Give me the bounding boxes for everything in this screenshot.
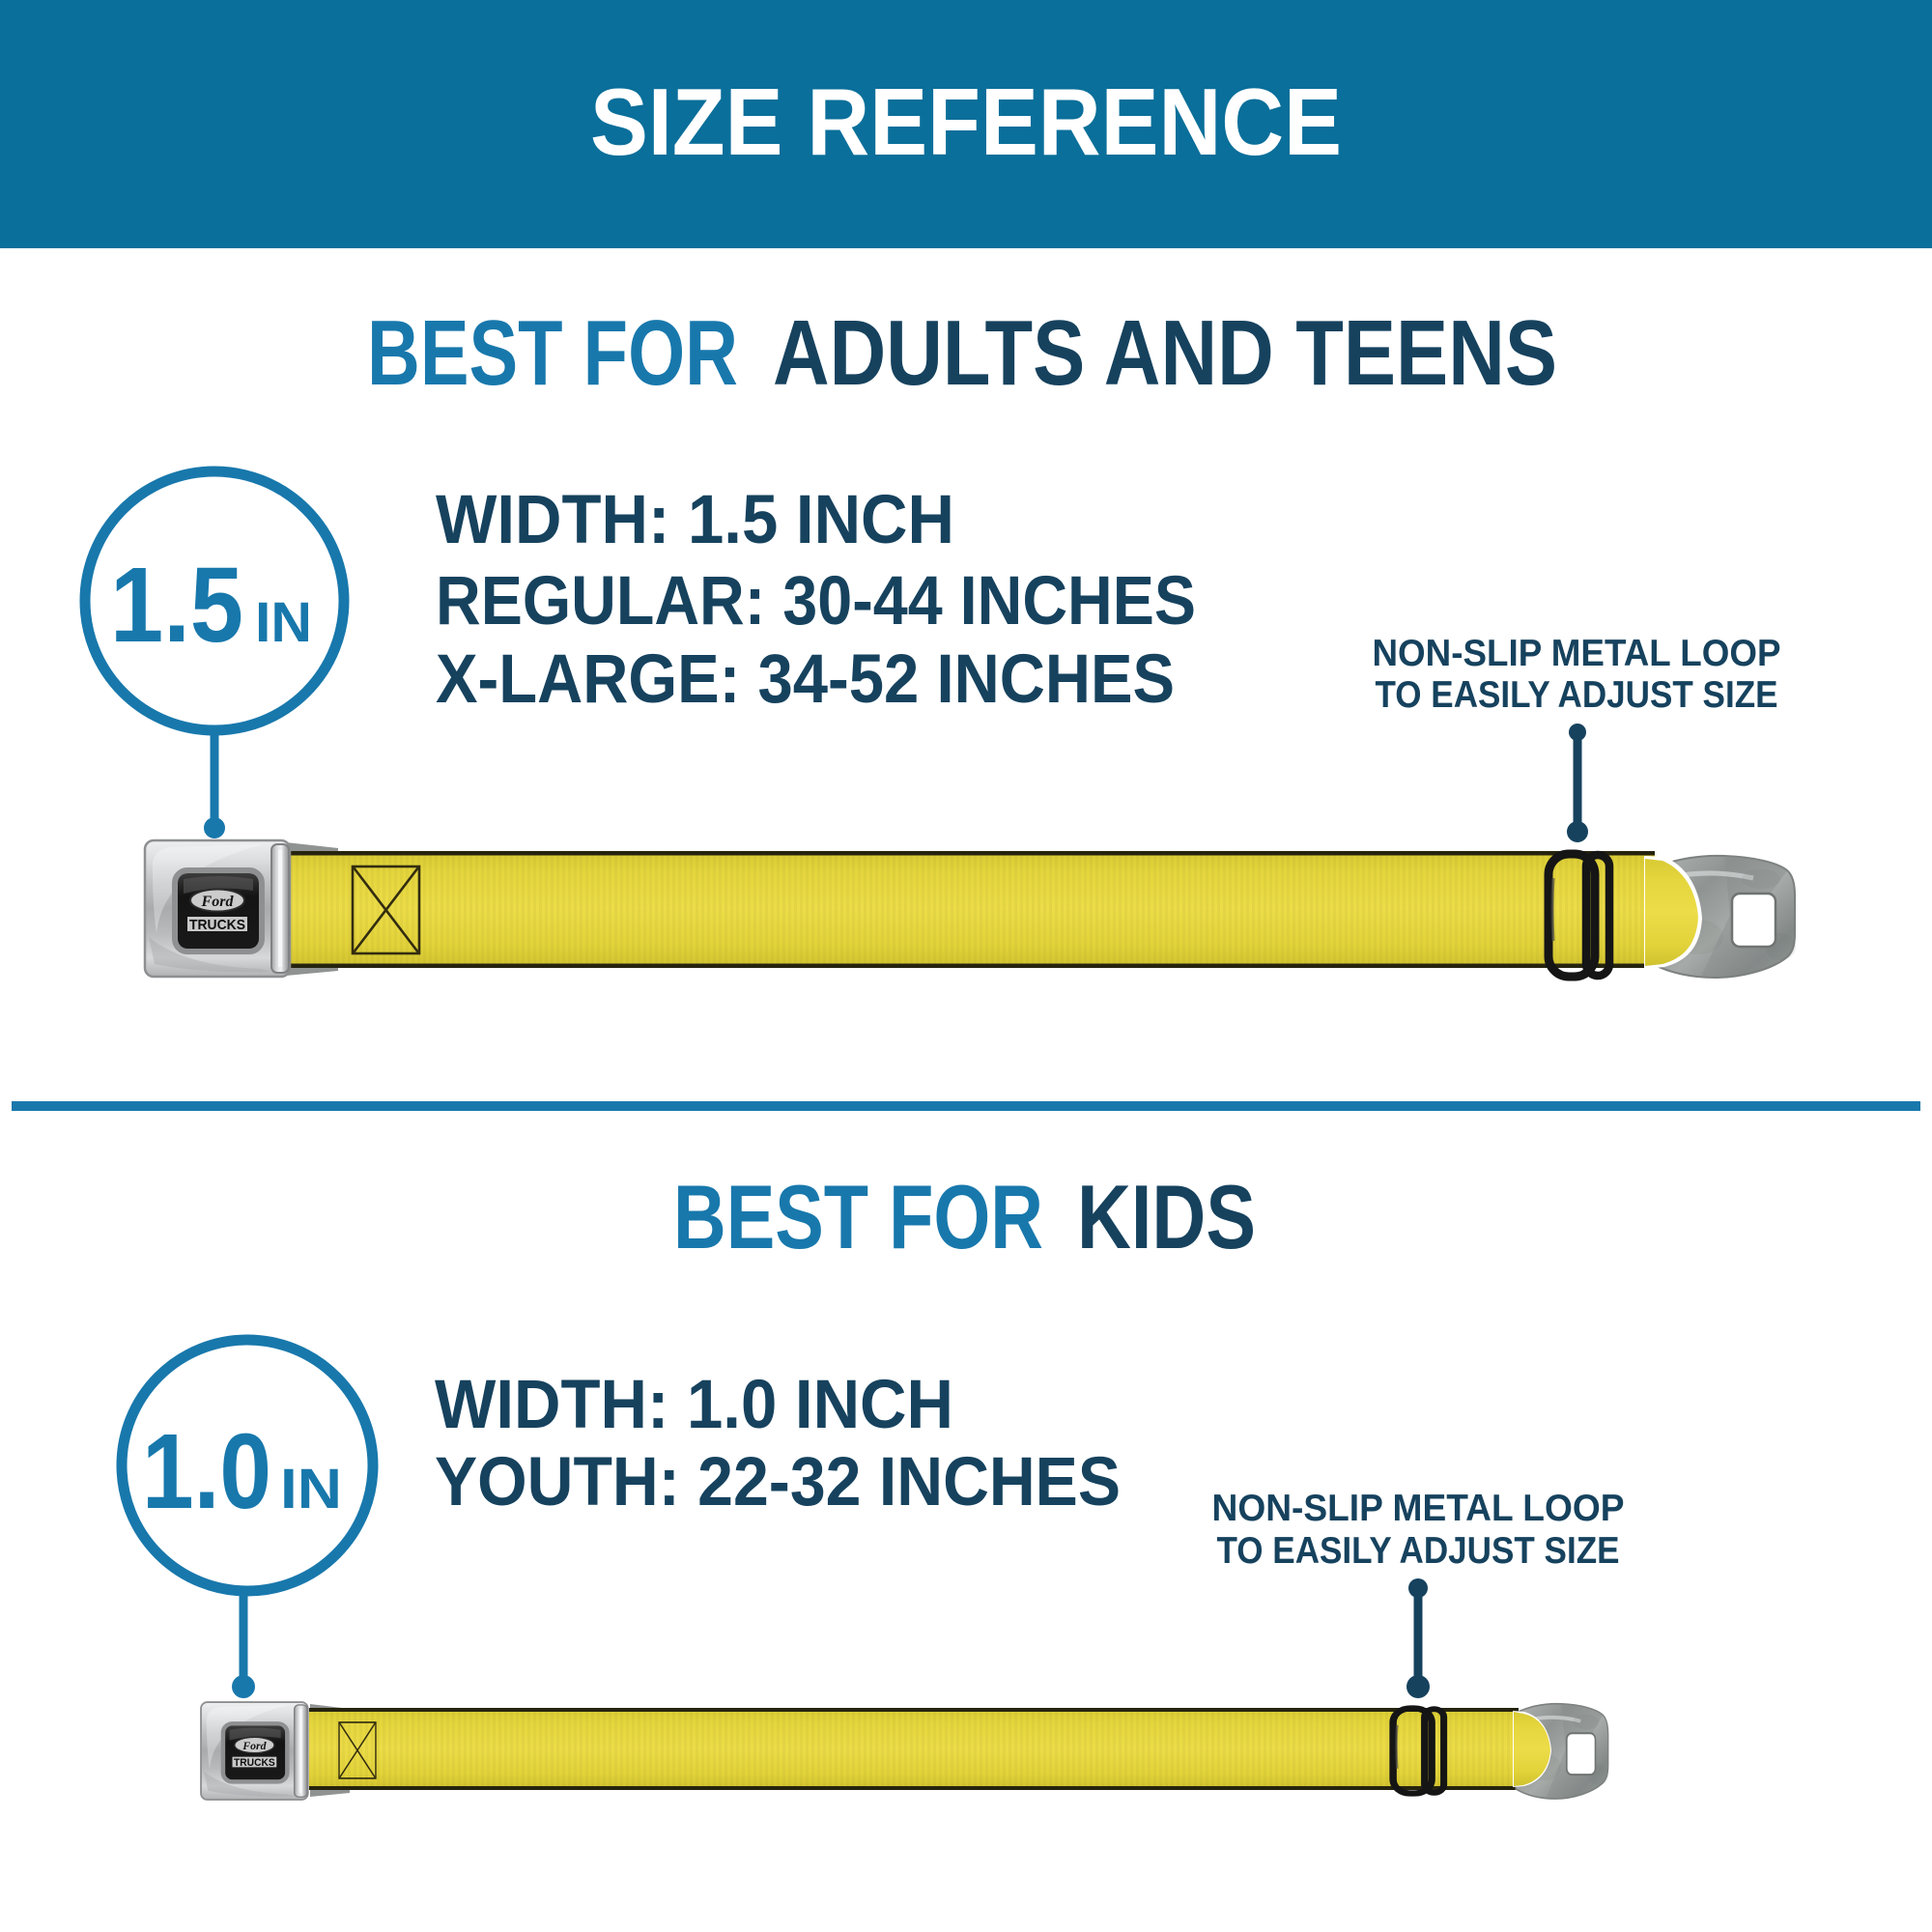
svg-text:BEST FOR: BEST FOR (367, 301, 738, 405)
svg-text:1.5: 1.5 (110, 546, 243, 665)
svg-text:WIDTH: 1.5 INCH: WIDTH: 1.5 INCH (436, 482, 954, 558)
svg-text:TO EASILY ADJUST SIZE: TO EASILY ADJUST SIZE (1376, 674, 1778, 716)
svg-text:NON-SLIP METAL LOOP: NON-SLIP METAL LOOP (1212, 1488, 1625, 1529)
svg-text:BEST FOR: BEST FOR (673, 1166, 1043, 1267)
svg-text:KIDS: KIDS (1077, 1166, 1256, 1267)
svg-text:YOUTH: 22-32 INCHES: YOUTH: 22-32 INCHES (435, 1444, 1121, 1520)
svg-text:IN: IN (255, 591, 312, 654)
svg-text:TO EASILY ADJUST SIZE: TO EASILY ADJUST SIZE (1217, 1530, 1620, 1572)
svg-text:IN: IN (280, 1458, 342, 1520)
svg-text:1.0: 1.0 (142, 1412, 271, 1531)
svg-text:SIZE REFERENCE: SIZE REFERENCE (590, 69, 1342, 175)
svg-text:NON-SLIP METAL LOOP: NON-SLIP METAL LOOP (1373, 633, 1781, 674)
svg-text:WIDTH: 1.0 INCH: WIDTH: 1.0 INCH (435, 1367, 953, 1443)
svg-text:ADULTS AND TEENS: ADULTS AND TEENS (773, 301, 1557, 405)
svg-text:X-LARGE: 34-52 INCHES: X-LARGE: 34-52 INCHES (436, 641, 1175, 718)
svg-text:REGULAR: 30-44 INCHES: REGULAR: 30-44 INCHES (436, 563, 1196, 639)
